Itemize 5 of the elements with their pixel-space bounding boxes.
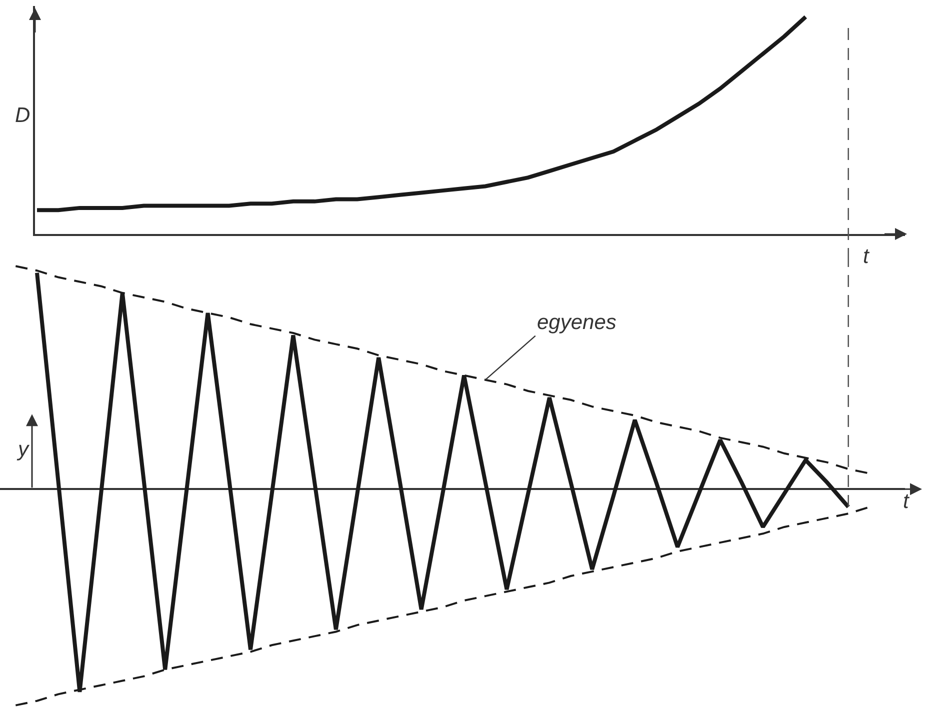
annotation: egyenes	[537, 311, 617, 334]
x-axis-title: t	[863, 245, 870, 268]
x-axis-title: t	[903, 490, 910, 513]
y-axis-title: D	[15, 104, 30, 127]
y-axis-title: y	[16, 438, 30, 461]
